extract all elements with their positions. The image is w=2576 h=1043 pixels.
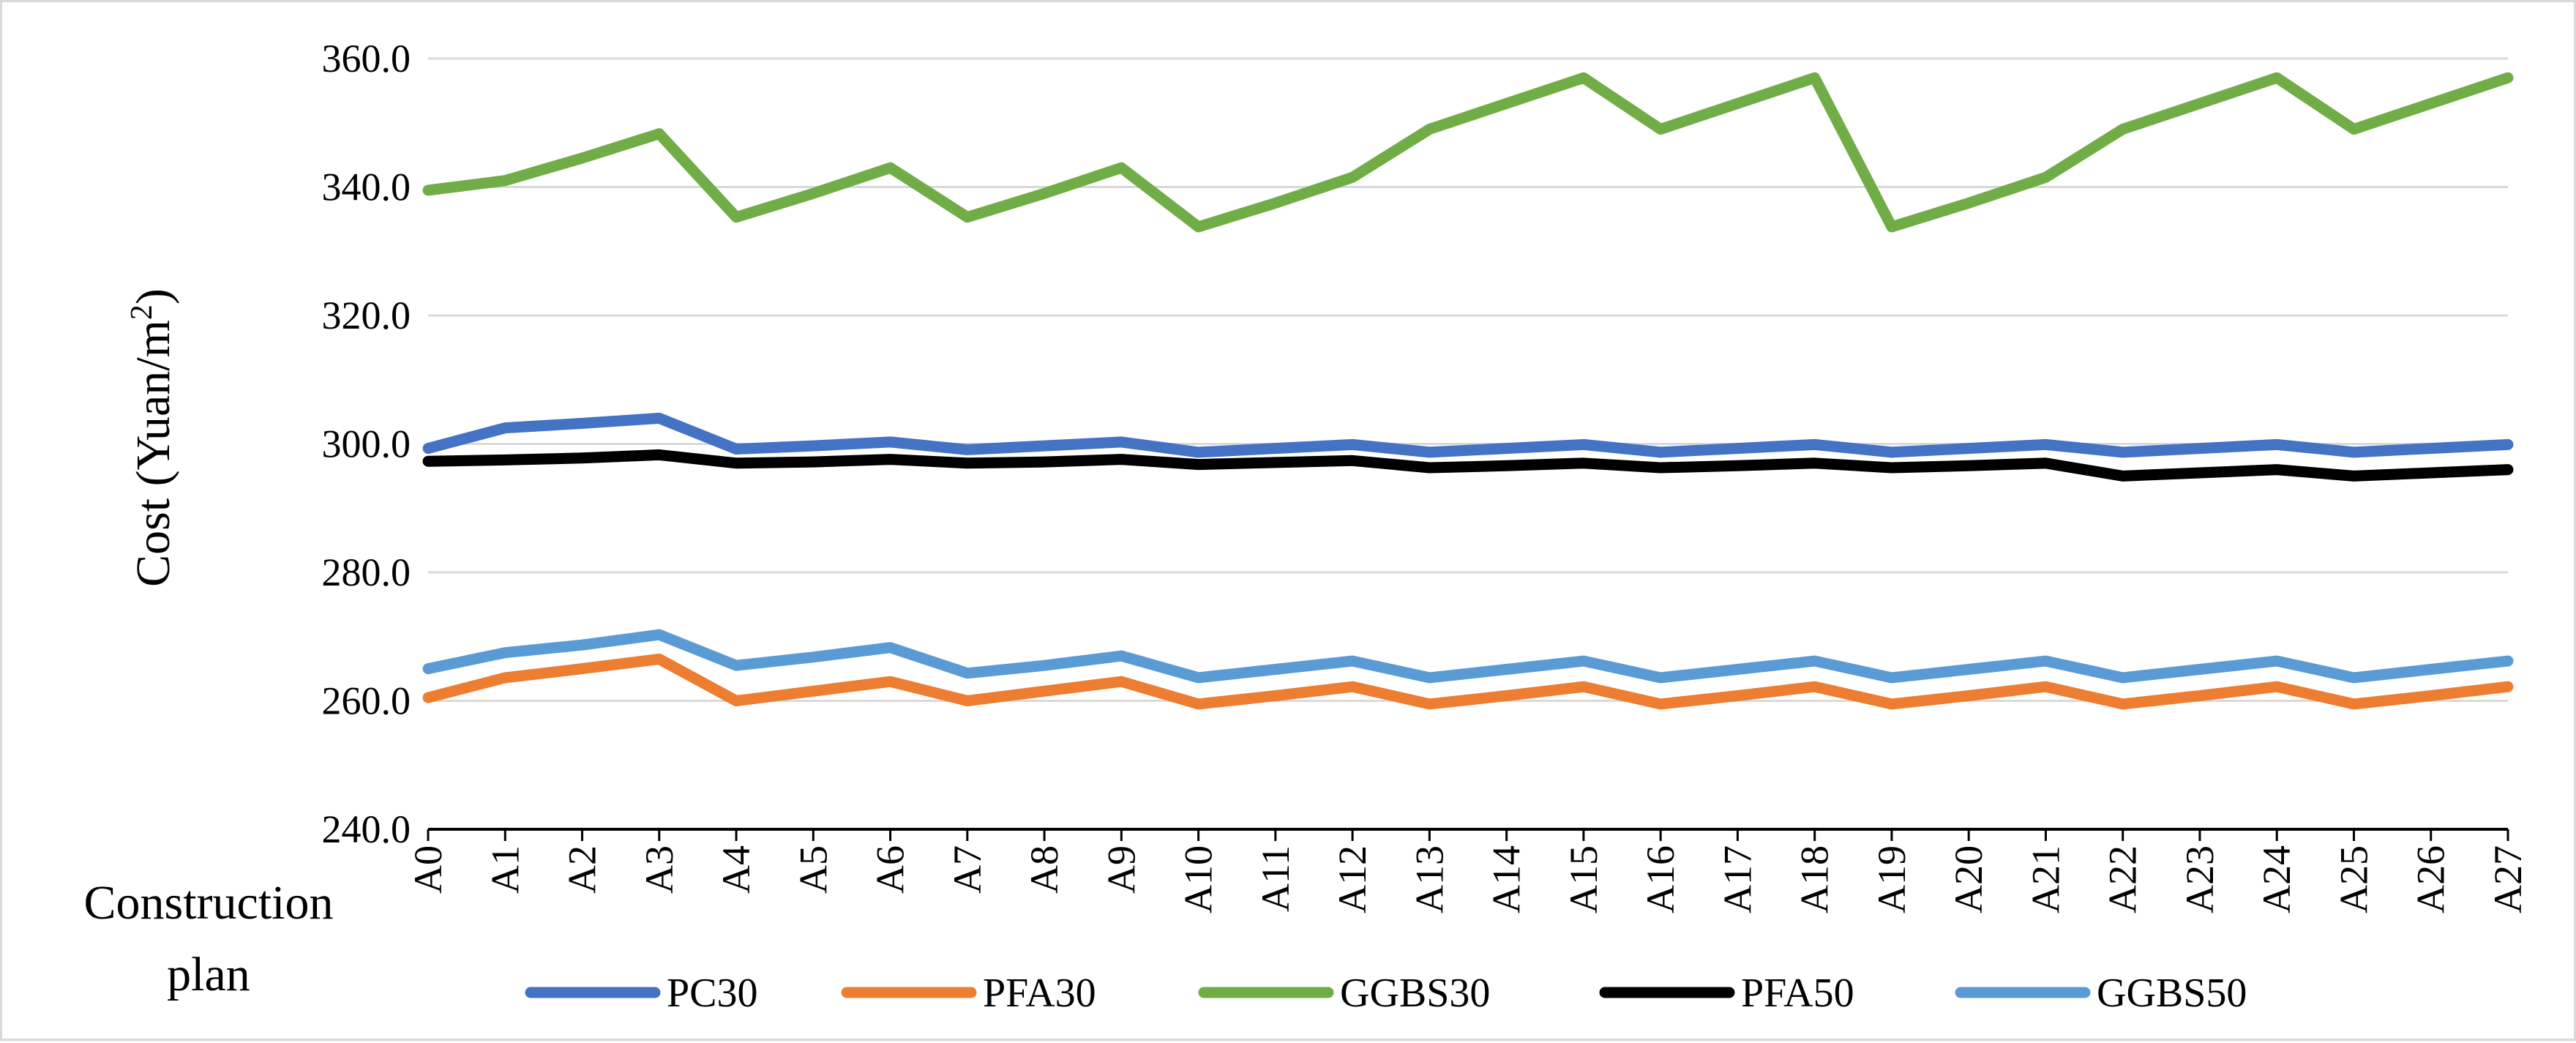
x-tick-label: A6 <box>869 845 913 894</box>
x-tick-label: A5 <box>791 845 835 894</box>
legend-label: GGBS50 <box>2097 971 2247 1016</box>
legend-item-pfa30: PFA30 <box>841 971 1096 1016</box>
x-tick-label: A7 <box>946 845 989 894</box>
x-tick-label: A13 <box>1407 845 1451 913</box>
legend-label: PC30 <box>667 971 758 1016</box>
y-tick-label: 360.0 <box>322 37 411 81</box>
y-tick-label: 240.0 <box>322 807 411 851</box>
x-tick-label: A25 <box>2332 845 2375 913</box>
x-tick-label: A18 <box>1793 845 1837 913</box>
x-tick-label: A2 <box>561 845 604 894</box>
x-tick-label: A12 <box>1330 845 1374 913</box>
legend: PC30 PFA30 GGBS30 PFA50 GGBS50 <box>525 971 2247 1016</box>
legend-label: GGBS30 <box>1340 971 1490 1016</box>
x-tick-label: A23 <box>2178 845 2222 913</box>
series-lines <box>422 72 2514 710</box>
x-axis: A0 A1 A2 A3 A4 A5 A6 A7 A8 A9 A10 A11 A12 A13 A14 A15 A1… <box>406 828 2530 913</box>
x-tick-label: A24 <box>2255 845 2299 913</box>
y-tick-label: 260.0 <box>322 679 411 723</box>
x-tick-label: A26 <box>2409 845 2453 913</box>
x-tick-label: A22 <box>2101 845 2145 913</box>
legend-item-ggbs50: GGBS50 <box>1955 971 2247 1016</box>
x-tick-label: A15 <box>1562 845 1606 913</box>
x-tick-label: A17 <box>1715 845 1759 913</box>
legend-label: PFA30 <box>983 971 1096 1016</box>
gridlines <box>428 57 2508 702</box>
legend-item-pc30: PC30 <box>525 971 758 1016</box>
legend-item-ggbs30: GGBS30 <box>1198 971 1490 1016</box>
x-tick-label: A0 <box>406 845 450 894</box>
y-tick-label: 320.0 <box>322 294 411 337</box>
x-tick-label: A9 <box>1099 845 1143 894</box>
series-line-pfa50 <box>422 449 2514 482</box>
x-tick-label: A21 <box>2023 845 2067 913</box>
x-tick-label: A3 <box>637 845 681 894</box>
x-tick-label: A4 <box>714 845 758 894</box>
x-tick-label: A27 <box>2486 845 2530 913</box>
series-line-ggbs30 <box>422 72 2514 233</box>
x-tick-label: A14 <box>1485 845 1529 913</box>
series-line-ggbs50 <box>422 629 2514 684</box>
x-tick-label: A11 <box>1254 845 1298 912</box>
legend-item-pfa50: PFA50 <box>1599 971 1854 1016</box>
y-tick-label: 300.0 <box>322 422 411 466</box>
x-tick-label: A20 <box>1947 845 1991 913</box>
x-tick-label: A10 <box>1177 845 1221 913</box>
x-tick-label: A16 <box>1639 845 1682 913</box>
x-tick-label: A1 <box>483 845 527 894</box>
x-axis-title-line2: plan <box>167 948 250 1001</box>
y-tick-label: 340.0 <box>322 165 411 209</box>
series-line-pfa30 <box>422 654 2514 710</box>
x-axis-title-line1: Construction <box>84 876 334 930</box>
x-tick-label: A8 <box>1022 845 1066 894</box>
y-tick-labels: 240.0 260.0 280.0 300.0 320.0 340.0 360.0 <box>322 37 411 851</box>
y-tick-label: 280.0 <box>322 550 411 594</box>
y-axis-title: Cost (Yuan/m2) <box>125 288 180 587</box>
series-line-pc30 <box>422 412 2514 458</box>
x-tick-label: A19 <box>1870 845 1914 913</box>
legend-label: PFA50 <box>1741 971 1854 1016</box>
